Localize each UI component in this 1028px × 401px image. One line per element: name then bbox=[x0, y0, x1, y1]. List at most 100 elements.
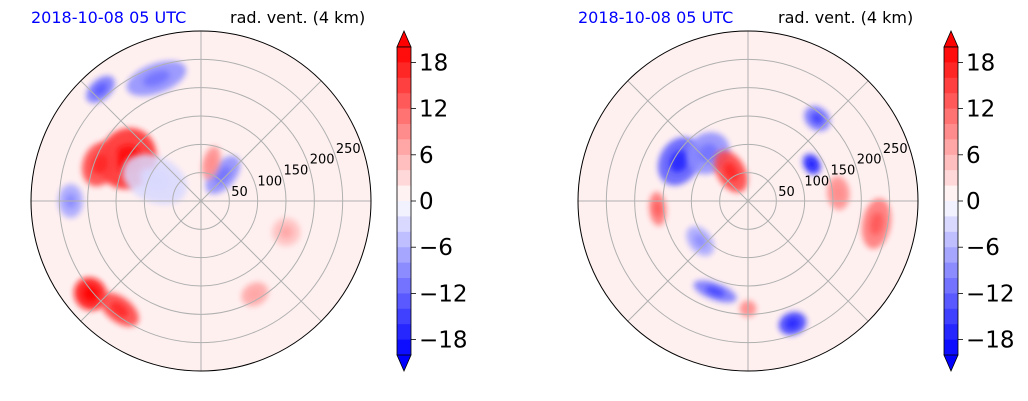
colorbar-segment bbox=[944, 154, 958, 171]
colorbar-segment bbox=[944, 247, 958, 263]
left-colorbar: 18 12 6 0 −6 −12 −18 bbox=[396, 30, 468, 372]
data-blob-core bbox=[811, 112, 824, 125]
colorbar-extend-min bbox=[396, 354, 412, 372]
colorbar-segment bbox=[397, 247, 411, 263]
colorbar-segment bbox=[397, 93, 411, 109]
colorbar-extend-min bbox=[943, 354, 959, 372]
colorbar-tick-label: 18 bbox=[419, 50, 448, 76]
angular-gridline bbox=[200, 80, 322, 202]
colorbar-segment bbox=[944, 231, 958, 248]
colorbar-segment bbox=[397, 201, 411, 217]
colorbar-extend-max bbox=[396, 30, 412, 48]
colorbar-segment bbox=[944, 185, 958, 202]
angular-gridline bbox=[80, 80, 202, 202]
data-blob-core bbox=[807, 159, 816, 170]
data-blob-core bbox=[82, 286, 98, 302]
colorbar-tick-label: −6 bbox=[966, 235, 1000, 261]
colorbar-segment bbox=[944, 139, 958, 156]
radial-tick-label: 250 bbox=[883, 142, 908, 157]
colorbar-segment bbox=[944, 293, 958, 310]
angular-gridline bbox=[747, 80, 869, 202]
angular-gridline bbox=[627, 80, 749, 202]
data-blob-core bbox=[653, 201, 662, 217]
colorbar-segment bbox=[944, 108, 958, 125]
colorbar-tick-label: 12 bbox=[966, 97, 995, 123]
data-blob-core bbox=[833, 185, 844, 201]
colorbar-segment bbox=[944, 324, 958, 340]
colorbar-tick-label: 6 bbox=[966, 143, 981, 169]
colorbar-tick-label: −12 bbox=[419, 281, 468, 307]
radial-tick-label: 200 bbox=[310, 153, 335, 168]
angular-gridline bbox=[747, 200, 869, 322]
data-blob-core bbox=[669, 150, 689, 173]
data-blob-core bbox=[94, 83, 107, 96]
colorbar-segment bbox=[944, 201, 958, 217]
colorbar-segment bbox=[397, 62, 411, 79]
data-blob-core bbox=[143, 70, 170, 87]
colorbar-segment bbox=[397, 262, 411, 279]
angular-gridline bbox=[200, 200, 322, 322]
colorbar-segment bbox=[944, 124, 958, 140]
colorbar-tick-label: 12 bbox=[419, 97, 448, 123]
colorbar-segment bbox=[397, 124, 411, 140]
colorbar-tick-label: 18 bbox=[966, 50, 995, 76]
colorbar-segment bbox=[397, 339, 411, 356]
data-blob-core bbox=[698, 143, 718, 163]
left-variable-title: rad. vent. (4 km) bbox=[230, 8, 366, 27]
colorbar-segment bbox=[397, 77, 411, 94]
radial-tick-label: 150 bbox=[831, 164, 856, 179]
polar-boundary bbox=[577, 30, 919, 372]
data-blob-core bbox=[869, 212, 884, 235]
right-panel: 2018-10-08 05 UTC rad. vent. (4 km) 50 10… bbox=[547, 0, 1028, 401]
colorbar-segment bbox=[944, 216, 958, 233]
radial-tick-label: 50 bbox=[231, 185, 248, 200]
colorbar-segment bbox=[397, 216, 411, 233]
data-blob-core bbox=[279, 225, 293, 239]
data-blob-core bbox=[248, 288, 261, 300]
angular-gridline bbox=[80, 200, 202, 322]
radial-tick-label: 100 bbox=[804, 174, 829, 189]
data-blob-core bbox=[207, 155, 216, 171]
radial-tick-label: 50 bbox=[778, 185, 795, 200]
colorbar-segment bbox=[397, 231, 411, 248]
colorbar-segment bbox=[397, 154, 411, 171]
radial-tick-label: 250 bbox=[336, 142, 361, 157]
colorbar-segment bbox=[944, 47, 958, 63]
right-colorbar: 18 12 6 0 −6 −12 −18 bbox=[943, 30, 1015, 372]
colorbar-segment bbox=[944, 278, 958, 294]
left-date-title: 2018-10-08 05 UTC bbox=[31, 8, 187, 27]
colorbar-tick-label: −6 bbox=[419, 235, 453, 261]
left-panel: 2018-10-08 05 UTC rad. vent. (4 km) 50 10… bbox=[30, 8, 468, 372]
colorbar-segment bbox=[944, 262, 958, 279]
data-blob-core bbox=[140, 168, 170, 191]
data-blob-core bbox=[110, 302, 129, 318]
colorbar-tick-label: −18 bbox=[419, 328, 468, 354]
colorbar-segment bbox=[397, 108, 411, 125]
radial-tick-label: 150 bbox=[284, 164, 309, 179]
colorbar-extend-max bbox=[943, 30, 959, 48]
data-blob-core bbox=[693, 234, 707, 248]
colorbar-segment bbox=[944, 339, 958, 356]
colorbar-segment bbox=[944, 77, 958, 94]
data-blob-core bbox=[705, 286, 725, 297]
colorbar-segment bbox=[944, 62, 958, 79]
colorbar-tick-label: −18 bbox=[966, 328, 1015, 354]
colorbar-segment bbox=[397, 278, 411, 294]
colorbar-segment bbox=[397, 308, 411, 325]
colorbar-segment bbox=[397, 185, 411, 202]
colorbar-tick-label: −12 bbox=[966, 281, 1015, 307]
data-field bbox=[649, 105, 892, 336]
colorbar-segment bbox=[944, 170, 958, 186]
colorbar-segment bbox=[397, 293, 411, 310]
radial-tick-label: 200 bbox=[857, 153, 882, 168]
colorbar-segment bbox=[397, 324, 411, 340]
colorbar-segment bbox=[944, 93, 958, 109]
colorbar-tick-label: 0 bbox=[966, 189, 981, 215]
angular-gridline bbox=[627, 200, 749, 322]
colorbar-tick-label: 0 bbox=[419, 189, 434, 215]
colorbar-segment bbox=[944, 308, 958, 325]
colorbar-segment bbox=[397, 47, 411, 63]
data-blob-core bbox=[786, 318, 799, 329]
